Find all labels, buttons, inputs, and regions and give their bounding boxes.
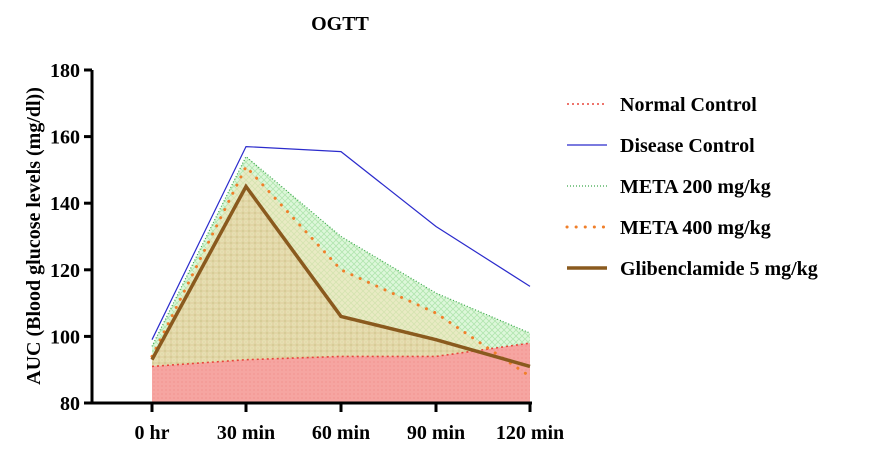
x-tick-label: 30 min — [217, 422, 275, 444]
legend-item-disease-control: Disease Control — [567, 135, 755, 157]
legend-item-normal-control: Normal Control — [567, 94, 757, 116]
legend-label: Normal Control — [620, 94, 757, 116]
area-glibenclamide-5-mg-kg — [152, 186, 530, 403]
areas-layer — [152, 156, 530, 403]
x-tick-label: 60 min — [312, 422, 370, 444]
lines-layer — [150, 145, 532, 378]
series-line-disease-control — [151, 145, 531, 340]
legend-item-meta-200-mg-kg: META 200 mg/kg — [567, 176, 771, 198]
series-line-meta-200-mg-kg — [151, 155, 531, 347]
legend-label: META 400 mg/kg — [620, 217, 771, 239]
y-tick-label: 80 — [60, 393, 80, 415]
x-tick-label: 0 hr — [135, 422, 170, 444]
legend: Normal Control Disease Control META 200 mg… — [565, 94, 818, 280]
series-line-glibenclamide-5-mg-kg — [150, 183, 531, 369]
y-tick-label: 100 — [50, 326, 80, 348]
y-tick-label: 140 — [50, 193, 80, 215]
x-tick-label: 120 min — [496, 422, 564, 444]
x-tick-label: 90 min — [407, 422, 465, 444]
y-tick-label: 160 — [50, 127, 80, 149]
y-tick-label: 120 — [50, 260, 80, 282]
area-normal-control — [152, 343, 530, 403]
axes-layer — [90, 70, 532, 405]
legend-item-glibenclamide-5-mg-kg: Glibenclamide 5 mg/kg — [567, 258, 818, 280]
ticks-layer: 80 100 120 140 160 180 0 hr 30 min 60 min 90 min 1… — [50, 60, 564, 444]
legend-label: Glibenclamide 5 mg/kg — [620, 258, 818, 280]
series-line-normal-control — [151, 342, 531, 368]
legend-label: META 200 mg/kg — [620, 176, 771, 198]
y-axis-label: AUC (Blood glucose levels (mg/dl)) — [23, 87, 45, 385]
legend-label: Disease Control — [620, 135, 755, 157]
y-tick-label: 180 — [50, 60, 80, 82]
chart-title: OGTT — [311, 13, 369, 35]
legend-item-meta-400-mg-kg: META 400 mg/kg — [565, 217, 771, 239]
